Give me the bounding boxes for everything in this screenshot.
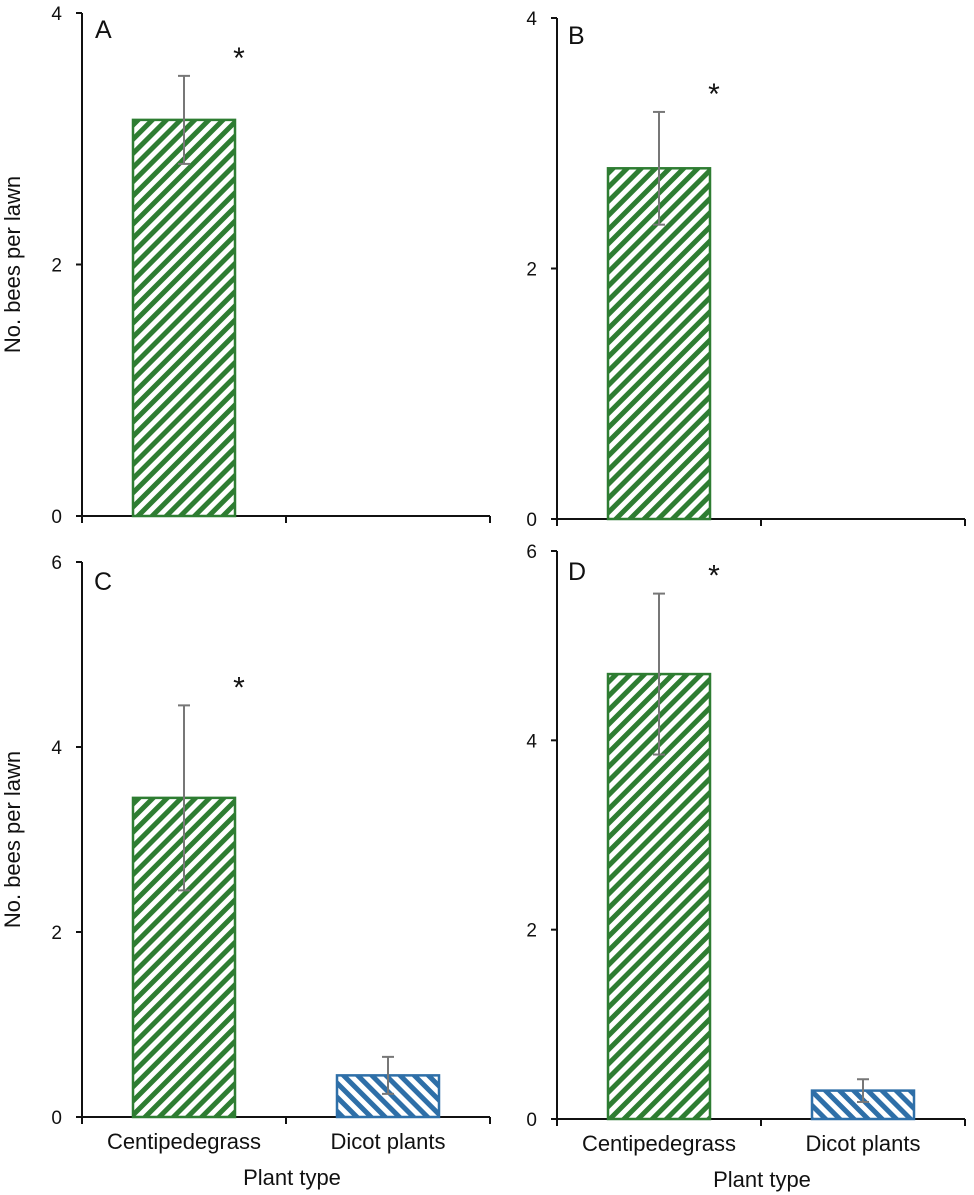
panel-label: C — [94, 568, 112, 596]
y-tick-label: 2 — [51, 923, 62, 944]
x-category-label: Centipedegrass — [107, 1129, 261, 1154]
chart-panel-d: 0 2 4 6 * Centipedegrass Dicot plants D Plant ty… — [526, 542, 966, 1192]
significance-marker: * — [708, 560, 720, 593]
y-tick-label: 6 — [51, 553, 62, 574]
bar-centipedegrass — [131, 118, 237, 518]
x-category-label: Dicot plants — [806, 1131, 921, 1156]
y-tick-label: 4 — [526, 9, 537, 30]
y-tick-label: 4 — [526, 731, 537, 752]
x-axis-title: Plant type — [243, 1165, 341, 1190]
x-axis-title: Plant type — [713, 1167, 811, 1192]
panel-label: B — [568, 22, 585, 50]
significance-marker: * — [233, 42, 245, 75]
y-tick-label: 0 — [51, 1108, 62, 1129]
y-axis-title: No. bees per lawn — [0, 176, 25, 353]
x-category-label: Dicot plants — [331, 1129, 446, 1154]
panel-label: D — [568, 558, 586, 586]
y-tick-label: 2 — [51, 256, 62, 277]
chart-panel-c: 0 2 4 6 * Centipedegrass Dicot plants C No. bees… — [0, 553, 491, 1190]
y-tick-label: 0 — [526, 510, 537, 531]
chart-panel-a: 0 2 4 * A No. bees per lawn — [0, 4, 491, 528]
x-category-label: Centipedegrass — [582, 1131, 736, 1156]
significance-marker: * — [708, 78, 720, 111]
panel-label: A — [95, 16, 112, 44]
y-tick-label: 2 — [526, 260, 537, 281]
y-tick-label: 6 — [526, 542, 537, 563]
y-tick-label: 2 — [526, 921, 537, 942]
significance-marker: * — [233, 671, 245, 704]
y-tick-label: 4 — [51, 4, 62, 25]
y-tick-label: 0 — [526, 1110, 537, 1131]
chart-panel-b: 0 2 4 * B — [526, 9, 966, 531]
y-axis-title: No. bees per lawn — [0, 751, 25, 928]
y-tick-label: 4 — [51, 738, 62, 759]
y-tick-label: 0 — [51, 507, 62, 528]
